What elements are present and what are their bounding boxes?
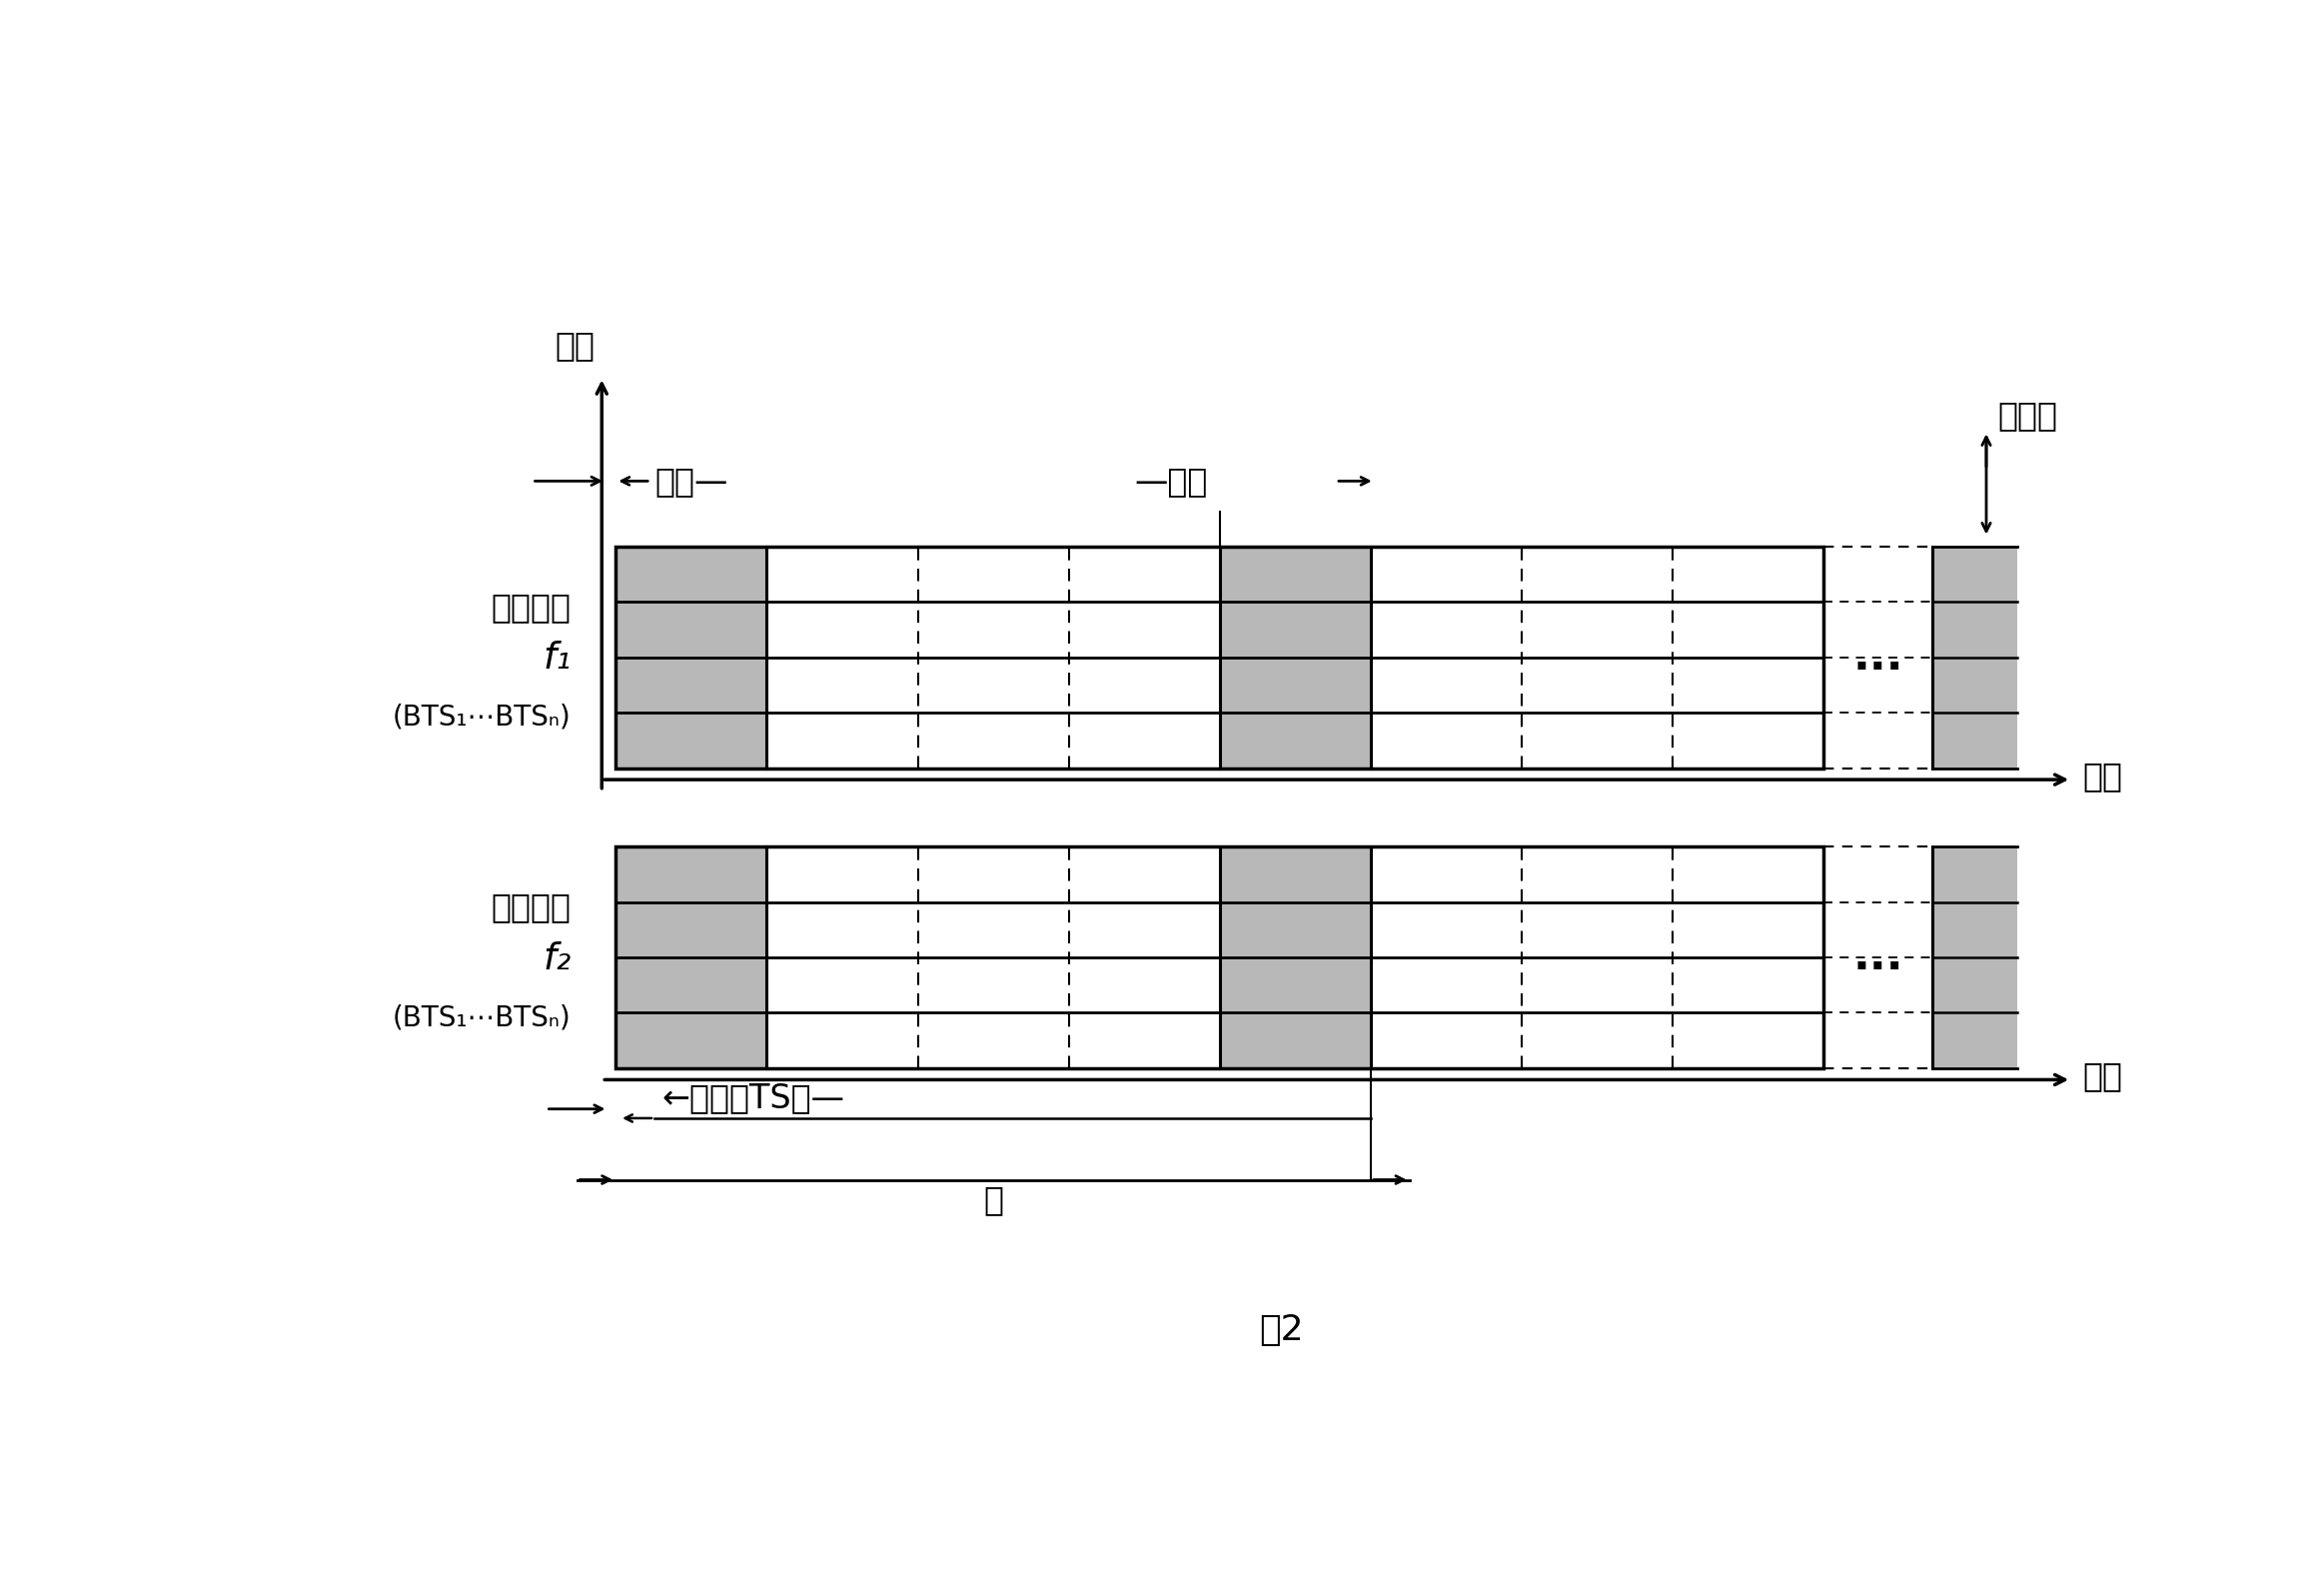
Text: 时间: 时间 <box>2082 759 2124 792</box>
Bar <box>616 847 767 1069</box>
Text: 图2: 图2 <box>1260 1313 1304 1347</box>
Text: 帧: 帧 <box>983 1184 1004 1217</box>
Text: 时间: 时间 <box>2082 1060 2124 1093</box>
Text: 下行载波: 下行载波 <box>490 591 572 624</box>
Text: f₂: f₂ <box>541 942 572 976</box>
Text: ←时隙（TS）—: ←时隙（TS）— <box>662 1082 846 1115</box>
Text: (BTS₁⋯BTSₙ): (BTS₁⋯BTSₙ) <box>393 703 572 731</box>
Bar <box>616 847 1824 1069</box>
Text: ...: ... <box>1852 635 1903 679</box>
Text: (BTS₁⋯BTSₙ): (BTS₁⋯BTSₙ) <box>393 1003 572 1031</box>
Bar <box>1220 847 1371 1069</box>
Bar <box>616 547 767 769</box>
Text: 帧头—: 帧头— <box>655 465 727 498</box>
Text: 上行载波: 上行载波 <box>490 891 572 924</box>
Bar <box>616 547 1824 769</box>
Bar <box>1931 547 2017 769</box>
Text: —帧尾: —帧尾 <box>1134 465 1208 498</box>
Text: 子载波: 子载波 <box>1999 399 2057 432</box>
Text: f₁: f₁ <box>541 641 572 678</box>
Bar <box>1220 547 1371 769</box>
Text: 频率: 频率 <box>555 329 595 362</box>
Bar <box>1931 847 2017 1069</box>
Text: ...: ... <box>1852 935 1903 979</box>
